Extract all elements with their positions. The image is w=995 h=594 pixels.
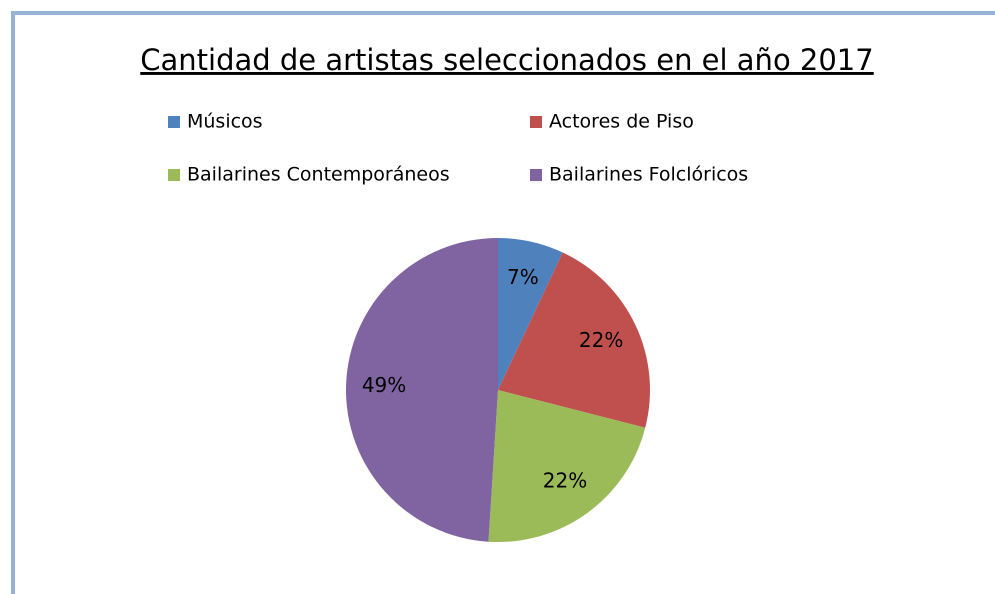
legend-swatch <box>530 169 542 181</box>
legend-label: Músicos <box>187 111 263 133</box>
data-label: 22% <box>579 328 623 352</box>
pie-slice <box>498 238 563 390</box>
legend-swatch <box>168 169 180 181</box>
data-label: 22% <box>543 469 587 493</box>
pie-slice <box>498 252 650 428</box>
pie-slice <box>488 390 646 542</box>
legend-label: Bailarines Contemporáneos <box>187 164 450 186</box>
legend-swatch <box>530 116 542 128</box>
data-label: 7% <box>507 265 539 289</box>
pie-slice <box>345 238 498 542</box>
data-label: 49% <box>362 373 406 397</box>
chart-title: Cantidad de artistas seleccionados en el… <box>140 43 873 77</box>
legend-swatch <box>168 116 180 128</box>
legend-label: Bailarines Folclóricos <box>549 164 748 186</box>
legend-label: Actores de Piso <box>549 111 694 133</box>
